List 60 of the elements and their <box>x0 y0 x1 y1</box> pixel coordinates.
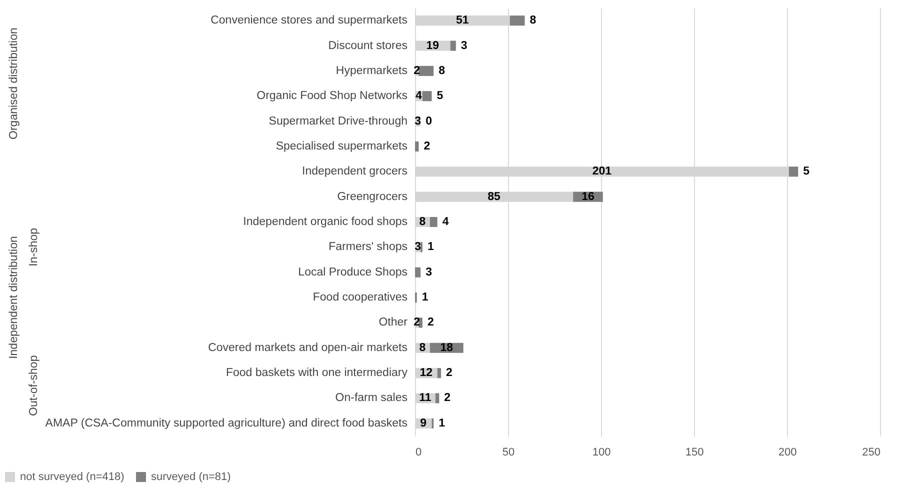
data-label: 3 <box>414 241 421 254</box>
data-label: 2 <box>446 367 452 380</box>
data-label: 8 <box>419 216 426 228</box>
x-tick-label: 0 <box>416 446 422 458</box>
x-tick-label: 250 <box>862 446 880 458</box>
y-tick-label: Convenience stores and supermarkets <box>210 14 408 27</box>
y-tick-label: Supermarket Drive-through <box>268 115 408 128</box>
x-tick-label: 150 <box>685 446 704 458</box>
data-label: 3 <box>426 266 432 278</box>
data-label: 4 <box>416 90 423 102</box>
data-label: 9 <box>420 417 427 430</box>
data-label: 19 <box>426 40 440 52</box>
data-label: 8 <box>530 14 537 27</box>
y-tick-label: Greengrocers <box>337 190 408 203</box>
data-label: 0 <box>426 115 432 128</box>
y-tick-label: Organic Food Shop Networks <box>256 90 408 102</box>
x-tick-label: 100 <box>592 446 611 458</box>
data-label: 2 <box>444 392 451 404</box>
y-tick-label: Hypermarkets <box>336 64 408 77</box>
data-label: 2 <box>414 316 420 329</box>
text: Independent distribution <box>8 236 20 359</box>
data-label: 2 <box>424 140 430 152</box>
x-tick-label: 50 <box>502 446 515 458</box>
data-label: 8 <box>419 342 426 354</box>
y-tick-label: Specialised supermarkets <box>276 140 408 152</box>
text: In-shop <box>28 228 40 266</box>
y-tick-label: Covered markets and open-air markets <box>208 342 408 354</box>
data-label: 1 <box>438 417 446 430</box>
data-label: 3 <box>414 115 421 128</box>
data-label: 2 <box>427 316 434 329</box>
y-tick-label: Discount stores <box>328 40 408 52</box>
text: Out-of-shop <box>28 355 40 416</box>
data-label: 51 <box>456 14 470 27</box>
data-label: 2 <box>414 64 420 77</box>
data-label: 16 <box>582 190 594 203</box>
data-label: 5 <box>803 166 810 178</box>
data-label: 12 <box>420 367 433 380</box>
y-tick-label: Other <box>378 316 408 329</box>
y-tick-label: AMAP (CSA-Community supported agriculture) and direct food baskets <box>45 417 408 430</box>
data-label: 201 <box>592 166 612 178</box>
data-label: 5 <box>436 90 444 102</box>
y-tick-label: Independent grocers <box>302 166 408 178</box>
y-tick-label: On-farm sales <box>335 392 408 404</box>
data-label: 3 <box>460 40 468 52</box>
data-label: 8 <box>438 64 446 77</box>
text: Organised distribution <box>8 28 20 140</box>
y-tick-label: Food baskets with one intermediary <box>226 367 408 380</box>
legend-label: not surveyed (n=418) <box>20 471 124 483</box>
data-label: 1 <box>427 241 434 254</box>
y-tick-label: Independent organic food shops <box>243 216 408 228</box>
legend-label: surveyed (n=81) <box>151 471 231 483</box>
data-label: 85 <box>488 190 502 203</box>
data-label: 4 <box>442 216 450 228</box>
data-label: 1 <box>422 292 429 304</box>
data-label: 18 <box>440 342 454 354</box>
y-tick-label: Food cooperatives <box>312 292 408 304</box>
x-tick-label: 200 <box>778 446 797 458</box>
data-label: 11 <box>419 392 432 404</box>
y-tick-label: Farmers' shops <box>328 241 408 254</box>
y-tick-label: Local Produce Shops <box>298 266 408 278</box>
